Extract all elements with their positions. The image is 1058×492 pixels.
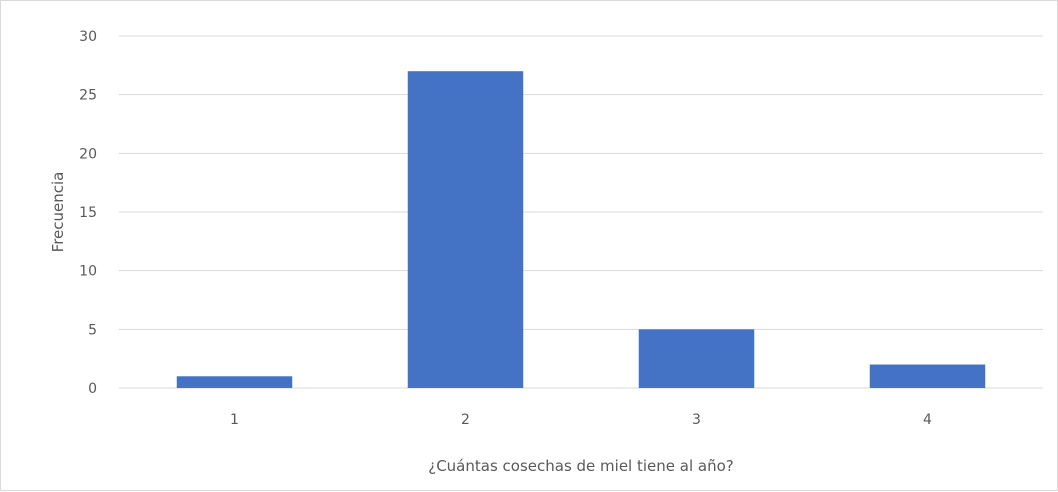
y-tick-label: 10: [79, 264, 97, 280]
bar-2: [407, 71, 524, 388]
y-tick-label: 20: [79, 146, 97, 162]
x-tick-label: 3: [692, 412, 701, 428]
bar-1: [176, 376, 293, 388]
x-tick-labels: 1 2 3 4: [230, 412, 932, 428]
y-tick-label: 15: [79, 205, 97, 221]
bars: [176, 71, 986, 388]
x-tick-label: 4: [923, 412, 932, 428]
x-tick-label: 2: [461, 412, 470, 428]
gridlines: [119, 35, 1043, 389]
y-tick-label: 30: [79, 29, 97, 45]
bar-4: [869, 364, 986, 388]
bar-3: [638, 329, 755, 388]
y-tick-labels: 0 5 10 15 20 25 30: [79, 29, 97, 397]
y-tick-label: 5: [88, 322, 97, 338]
x-tick-label: 1: [230, 412, 239, 428]
y-tick-label: 0: [88, 381, 97, 397]
y-axis-title: Frecuencia: [49, 172, 67, 253]
y-tick-label: 25: [79, 88, 97, 104]
x-axis-title: ¿Cuántas cosechas de miel tiene al año?: [428, 457, 734, 475]
